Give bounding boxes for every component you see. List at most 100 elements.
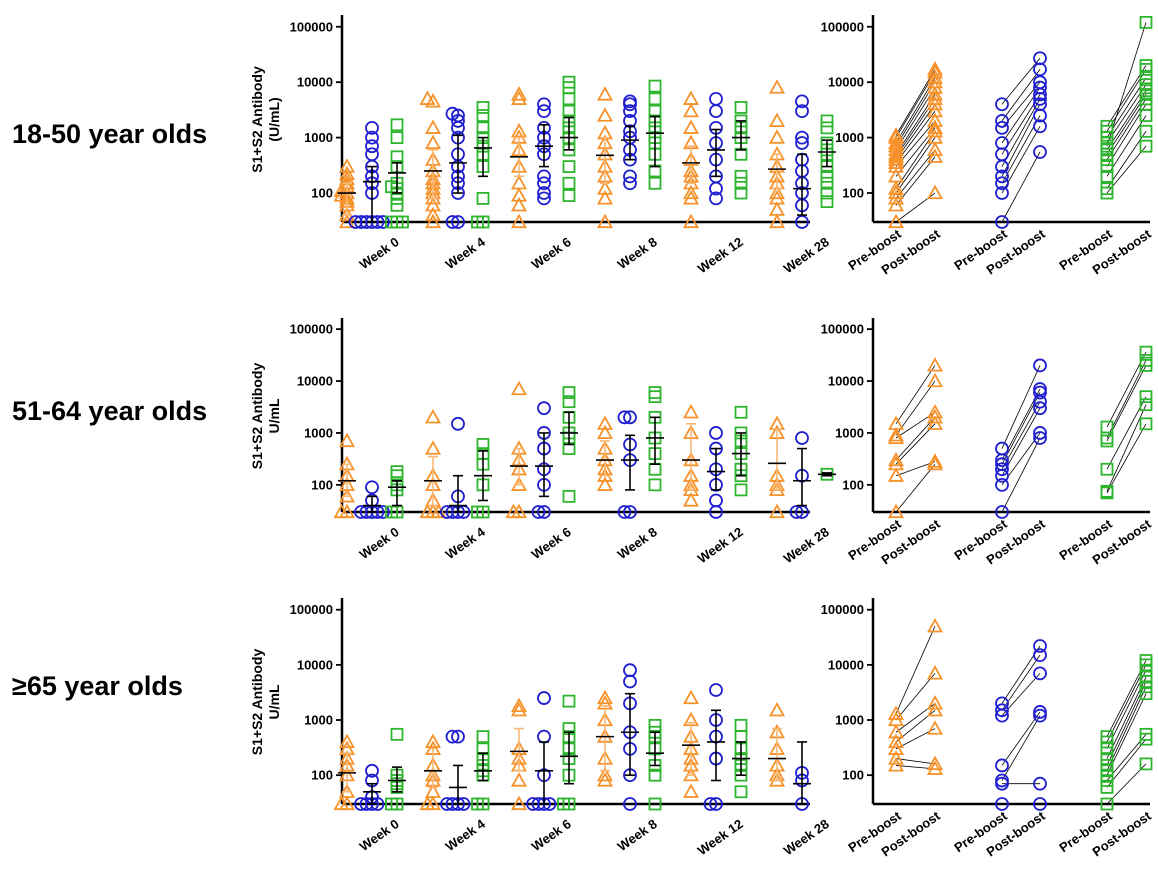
pair-line [1106, 131, 1147, 189]
data-point [562, 694, 576, 708]
x-category-label-1: Week 4 [443, 234, 489, 272]
post-boost-point [1033, 648, 1047, 663]
post-boost-point [1139, 124, 1153, 138]
post-boost-point [1139, 687, 1153, 701]
pre-boost-point [887, 129, 905, 144]
data-point [537, 186, 551, 200]
data-point [510, 196, 528, 212]
post-boost-point [926, 455, 944, 471]
data-point [596, 180, 614, 195]
y-axis-label-line-0: S1+S2 Antibody [249, 649, 265, 756]
group-square [1100, 345, 1153, 500]
timecourse-ytick-label-1: 1000 [304, 713, 333, 728]
preboost-ytick-label-3: 100000 [821, 602, 864, 617]
y-axis-label: S1+S2 AntibodyU/mL [249, 649, 282, 756]
pair-line [1106, 145, 1147, 194]
series-circle [354, 401, 811, 519]
pre-boost-point [887, 180, 905, 195]
data-point [596, 107, 614, 122]
post-boost-point [1139, 757, 1153, 771]
data-point [510, 380, 528, 396]
data-point [451, 729, 465, 744]
data-point [390, 465, 404, 479]
post-boost-point [1033, 776, 1047, 791]
timecourse-ytick-label-0: 100 [311, 186, 333, 201]
pair-line [895, 673, 936, 721]
post-boost-point [926, 73, 944, 89]
data-point [734, 405, 748, 419]
x-category-label-3: Week 8 [615, 524, 660, 562]
data-point [734, 730, 748, 744]
data-point [623, 169, 637, 184]
post-boost-point [1033, 382, 1047, 396]
post-boost-point [926, 617, 944, 633]
data-point [623, 505, 637, 519]
pre-boost-point [1100, 742, 1114, 756]
timecourse-ytick-label-2: 10000 [297, 374, 333, 389]
data-point [623, 176, 637, 191]
x-category-label-3: Week 8 [615, 234, 660, 272]
pre-boost-point [995, 176, 1009, 191]
data-point [768, 112, 786, 128]
data-point [419, 503, 436, 519]
series-square [385, 386, 836, 519]
preboost-ytick-label-2: 10000 [828, 657, 864, 672]
post-boost-point [926, 755, 944, 771]
data-point [596, 424, 614, 440]
pre-boost-point [1100, 420, 1114, 434]
data-point [424, 134, 442, 150]
data-point [682, 689, 700, 705]
pair-line [1001, 58, 1041, 105]
data-point [562, 104, 576, 118]
pre-boost-point [995, 462, 1009, 477]
data-point [471, 505, 484, 519]
data-point [537, 505, 551, 519]
x-category-label-0: Week 0 [357, 234, 402, 272]
timecourse-ytick-label-1: 1000 [304, 425, 333, 440]
preboost-ytick-label-2: 10000 [828, 75, 864, 90]
data-point [709, 104, 723, 119]
pre-boost-point [995, 215, 1009, 229]
post-boost-point [926, 695, 944, 710]
pair-line [895, 461, 936, 477]
data-point [557, 797, 570, 811]
data-point [424, 93, 442, 108]
post-boost-point [926, 64, 944, 79]
post-boost-point [1033, 426, 1047, 440]
post-boost-point [1139, 654, 1153, 667]
post-boost-point [926, 61, 944, 76]
data-point [424, 733, 442, 749]
pre-boost-point [887, 196, 905, 212]
data-point [596, 689, 614, 705]
data-point [709, 191, 723, 206]
data-point [795, 136, 809, 150]
pre-boost-point [995, 120, 1009, 135]
data-point [734, 785, 748, 799]
post-boost-point [926, 665, 944, 680]
pair-line [1106, 84, 1147, 144]
post-boost-point [1033, 666, 1047, 681]
pair-line [895, 69, 936, 136]
data-point [682, 492, 700, 507]
timecourse-ytick-label-0: 100 [311, 477, 333, 492]
pair-line [1106, 423, 1147, 494]
preboost-ytick-label-1: 1000 [835, 130, 864, 145]
x-category-label-4: Week 12 [695, 816, 746, 858]
data-point [768, 184, 786, 200]
pair-line [1106, 351, 1147, 428]
data-point [648, 797, 662, 811]
data-point [390, 727, 404, 741]
post-boost-point [926, 701, 944, 717]
x-category-label-1: Week 4 [443, 816, 489, 854]
data-point [820, 114, 834, 128]
pre-boost-point [1100, 169, 1114, 183]
post-boost-point [1033, 119, 1047, 134]
post-boost-point [926, 372, 944, 388]
y-axis-label-line-1: U/mL [266, 684, 282, 719]
x-category-label-5: Week 28 [781, 524, 832, 566]
x-category-label-2: Week 6 [529, 524, 574, 562]
x-category-label-3: Week 8 [615, 816, 660, 854]
group-triangle [887, 357, 944, 519]
post-boost-point [926, 141, 944, 156]
post-boost-point [926, 102, 944, 118]
